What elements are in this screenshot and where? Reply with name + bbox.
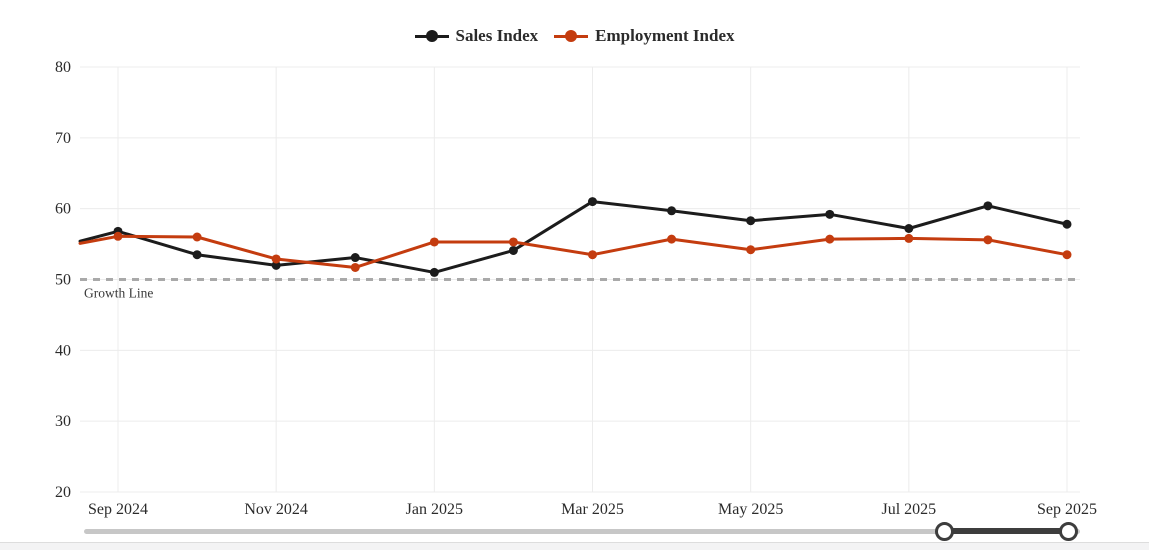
sales-index-point[interactable] [667,206,677,216]
employment-index-point[interactable] [904,233,914,243]
sales-index-point[interactable] [350,253,360,263]
x-axis-label: Sep 2024 [88,501,148,518]
employment-index-point[interactable] [983,235,993,245]
sales-index-legend-marker-icon [414,30,449,42]
employment-index-point[interactable] [429,237,439,247]
sales-index-point[interactable] [1062,219,1072,229]
legend-item-sales-index[interactable]: Sales Index [414,26,539,46]
x-axis-label: Jul 2025 [881,501,936,518]
legend-label-sales-index: Sales Index [455,26,539,45]
bottom-strip [0,542,1149,550]
data-zoom-right-handle[interactable] [1058,522,1078,541]
sales-index-point[interactable] [588,197,597,207]
data-zoom-selected-range[interactable] [944,528,1069,534]
sales-index-point[interactable] [508,245,518,255]
chart-legend: Sales Index Employment Index [0,26,1149,46]
y-axis-label: 60 [55,201,71,218]
x-axis-label: May 2025 [718,501,783,518]
sales-index-point[interactable] [983,201,993,211]
sales-index-point[interactable] [192,250,202,260]
employment-index-point[interactable] [271,254,281,264]
sales-index-line [78,200,1069,274]
legend-item-employment-index[interactable]: Employment Index [554,26,735,46]
y-axis-label: 20 [55,484,71,501]
y-axis-label: 80 [55,59,71,76]
legend-label-employment-index: Employment Index [595,26,735,45]
y-axis-label: 40 [55,342,71,359]
sales-index-point[interactable] [904,224,914,233]
x-axis-label: Sep 2025 [1037,501,1097,518]
employment-index-point[interactable] [746,245,756,255]
sales-index-point[interactable] [825,209,835,219]
employment-index-point[interactable] [667,234,677,244]
x-axis-label: Jan 2025 [406,501,463,518]
y-axis-label: 70 [55,130,71,147]
x-axis-label: Nov 2024 [244,501,308,518]
employment-index-point[interactable] [192,232,202,242]
sales-index-point[interactable] [429,267,439,277]
employment-index-point[interactable] [588,250,597,260]
y-axis-label: 50 [55,272,71,289]
employment-index-point[interactable] [350,262,360,272]
sales-index-point[interactable] [271,260,281,270]
employment-index-line [78,234,1069,269]
employment-index-point[interactable] [113,231,123,241]
sales-index-point[interactable] [746,216,756,226]
growth-line-label: Growth Line [84,286,153,301]
y-axis-label: 30 [55,413,71,430]
employment-index-point[interactable] [825,234,835,244]
x-axis-label: Mar 2025 [561,501,624,518]
employment-index-legend-marker-icon [554,30,589,42]
employment-index-point[interactable] [1062,250,1072,260]
employment-index-point[interactable] [508,237,518,247]
data-zoom-left-handle[interactable] [935,522,955,541]
data-zoom-track[interactable] [84,529,1080,534]
